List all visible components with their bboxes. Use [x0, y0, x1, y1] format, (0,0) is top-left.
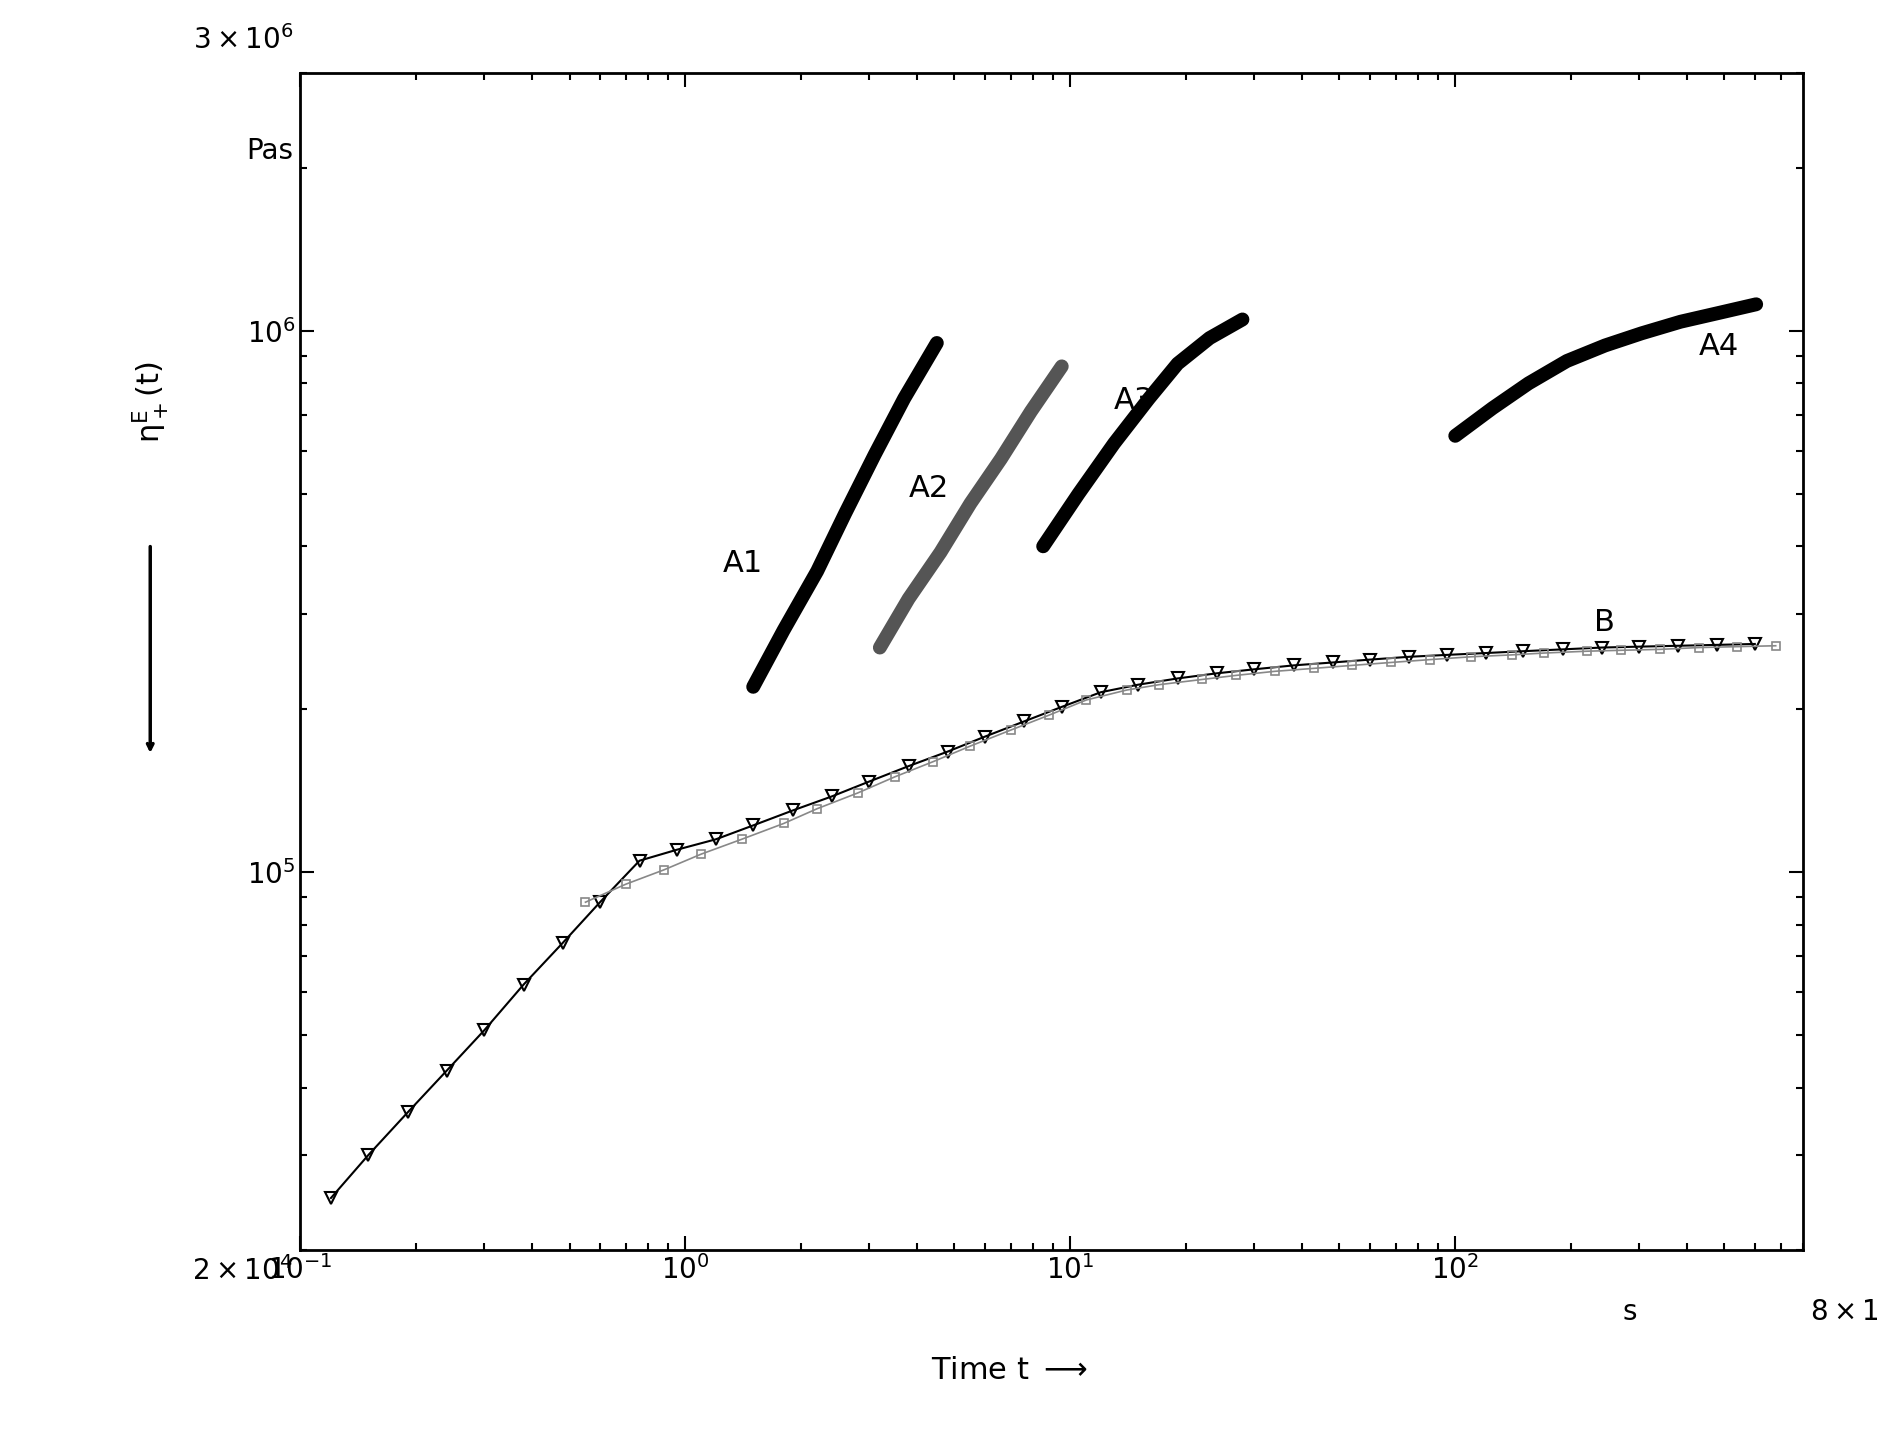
Text: A3: A3: [1114, 385, 1155, 414]
Text: A4: A4: [1700, 332, 1739, 361]
Text: Pas: Pas: [246, 138, 293, 166]
Text: Time t $\longrightarrow$: Time t $\longrightarrow$: [931, 1357, 1089, 1386]
Text: $3\times10^6$: $3\times10^6$: [193, 25, 293, 55]
Text: B: B: [1594, 608, 1615, 637]
Text: A1: A1: [723, 548, 762, 577]
Text: $2\times10^4$: $2\times10^4$: [192, 1256, 293, 1287]
Text: $\mathregular{\eta^E_+(t)}$: $\mathregular{\eta^E_+(t)}$: [130, 362, 171, 443]
Text: $8\times10^2$: $8\times10^2$: [1810, 1297, 1878, 1328]
Text: s: s: [1623, 1297, 1638, 1326]
Text: A2: A2: [909, 474, 948, 503]
